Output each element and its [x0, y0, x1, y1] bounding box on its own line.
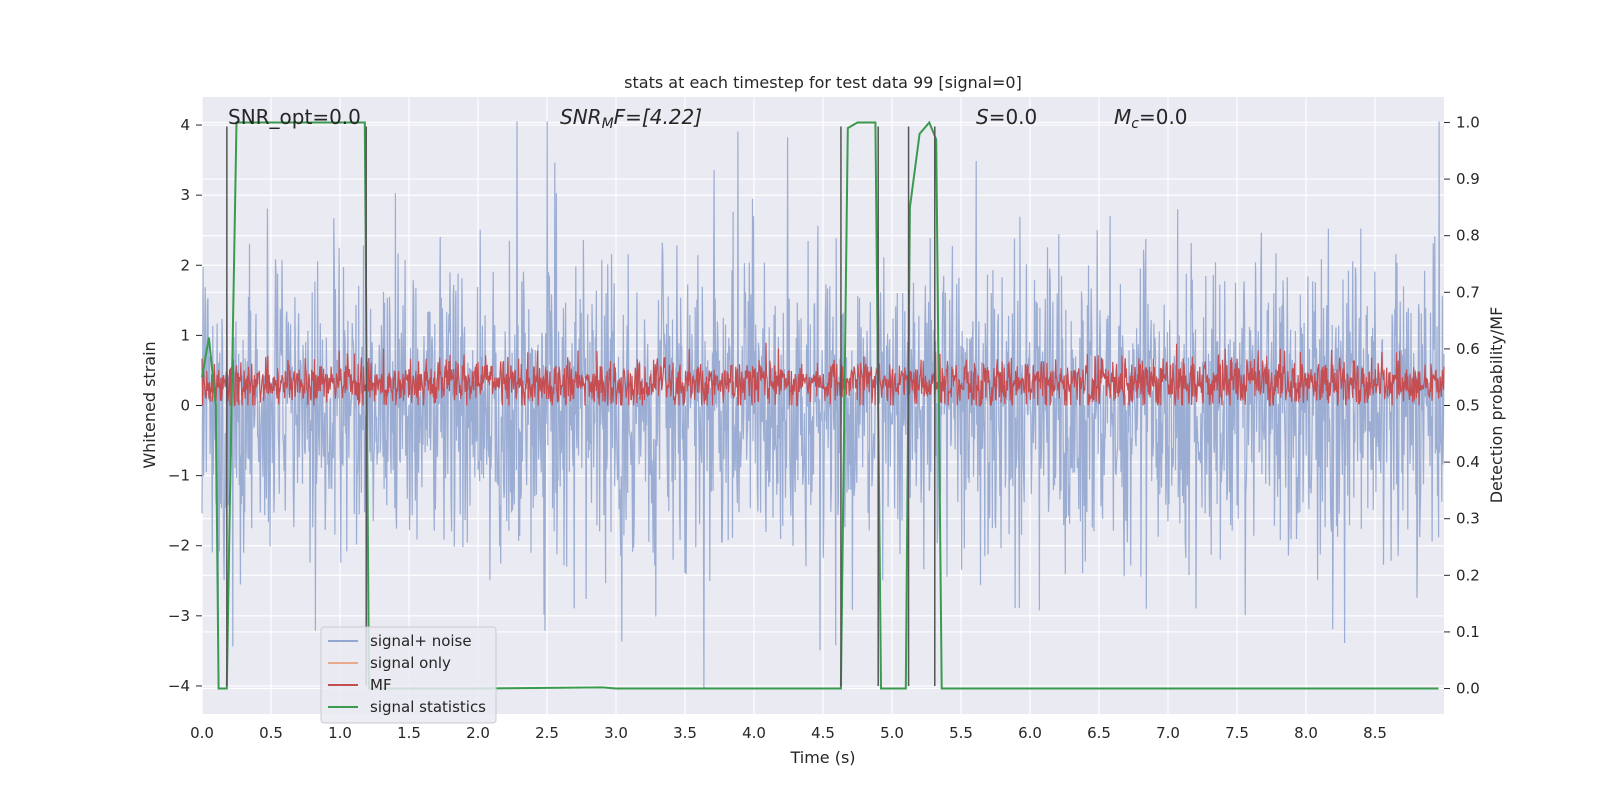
x-tick-label: 8.0: [1294, 724, 1318, 742]
x-tick-label: 6.0: [1018, 724, 1042, 742]
legend-label-mf: MF: [370, 676, 392, 694]
y2-tick-label: 0.6: [1456, 340, 1480, 358]
x-tick-label: 2.0: [466, 724, 490, 742]
y2-tick-label: 0.1: [1456, 623, 1480, 641]
y2-tick-label: 0.3: [1456, 510, 1480, 528]
x-tick-label: 6.5: [1087, 724, 1111, 742]
y-tick-label: 1: [180, 326, 190, 344]
x-tick-label: 7.5: [1225, 724, 1249, 742]
y2-tick-label: 0.7: [1456, 283, 1480, 301]
x-tick-label: 3.5: [673, 724, 697, 742]
chart-title: stats at each timestep for test data 99 …: [624, 73, 1022, 92]
y2-tick-label: 0.4: [1456, 453, 1480, 471]
y2-tick-label: 1.0: [1456, 113, 1480, 131]
y-tick-label: 3: [180, 186, 190, 204]
y2-axis-label: Detection probability/MF: [1487, 307, 1506, 504]
legend-label-signal-statistics: signal statistics: [370, 698, 486, 716]
annotation-s-rest: =0.0: [989, 105, 1038, 129]
y-tick-label: −1: [168, 467, 190, 485]
x-tick-label: 3.0: [604, 724, 628, 742]
annotation-mc-main: M: [1114, 105, 1131, 129]
y-tick-label: 0: [180, 397, 190, 415]
y-tick-label: −3: [168, 607, 190, 625]
annotation-mc-sub: c: [1131, 116, 1139, 132]
x-tick-label: 0.0: [190, 724, 214, 742]
x-axis-label: Time (s): [789, 748, 855, 767]
y2-tick-label: 0.5: [1456, 397, 1480, 415]
legend: signal+ noise signal only MF signal stat…: [320, 626, 497, 724]
legend-box: [320, 626, 497, 724]
y-axis-label: Whitened strain: [140, 341, 159, 468]
y-tick-label: −4: [168, 677, 190, 695]
x-axis-ticks: 0.0 0.5 1.0 1.5 2.0 2.5 3.0 3.5 4.0 4.5 5.0 5.5 6.0 6…: [190, 724, 1387, 742]
y2-tick-label: 0.9: [1456, 170, 1480, 188]
series-signal-noise-line: [201, 121, 1445, 690]
annotation-snr-mf: SNRMF=[4.22]: [560, 105, 702, 132]
x-tick-label: 2.5: [535, 724, 559, 742]
legend-label-signal-noise: signal+ noise: [370, 632, 472, 650]
event-markers: [226, 126, 936, 686]
x-tick-label: 4.0: [742, 724, 766, 742]
x-tick-label: 1.5: [397, 724, 421, 742]
x-tick-label: 8.5: [1363, 724, 1387, 742]
y2-axis-ticks: 1.0 0.9 0.8 0.7 0.6 0.5 0.4 0.3 0.2 0.1 0.0: [1444, 113, 1480, 698]
x-tick-label: 4.5: [811, 724, 835, 742]
series-layer: [201, 120, 1445, 690]
annotation-s: S=0.0: [976, 105, 1037, 129]
y2-tick-label: 0.8: [1456, 227, 1480, 245]
annotation-snr-mf-sub: M: [602, 116, 614, 132]
x-tick-label: 5.5: [949, 724, 973, 742]
annotation-snr-mf-rest: F=[4.22]: [614, 105, 702, 129]
annotation-snr-opt: SNR_opt=0.0: [228, 105, 361, 129]
y-tick-label: 4: [180, 116, 190, 134]
y-tick-label: −2: [168, 537, 190, 555]
annotation-snr-mf-main: SNR: [560, 105, 602, 129]
series-mf-line: [201, 342, 1445, 408]
x-tick-label: 0.5: [259, 724, 283, 742]
x-tick-label: 5.0: [880, 724, 904, 742]
x-tick-label: 7.0: [1156, 724, 1180, 742]
annotation-mc-rest: =0.0: [1139, 105, 1188, 129]
y2-tick-label: 0.2: [1456, 566, 1480, 584]
x-tick-label: 1.0: [328, 724, 352, 742]
y-tick-label: 2: [180, 256, 190, 274]
legend-label-signal-only: signal only: [370, 654, 451, 672]
annotation-mc: Mc=0.0: [1114, 105, 1188, 132]
y2-tick-label: 0.0: [1456, 680, 1480, 698]
y-axis-ticks: 4 3 2 1 0 −1 −2 −3 −4: [168, 116, 202, 695]
series-signal-statistics-line: [201, 120, 1439, 690]
annotation-s-main: S: [976, 105, 989, 129]
